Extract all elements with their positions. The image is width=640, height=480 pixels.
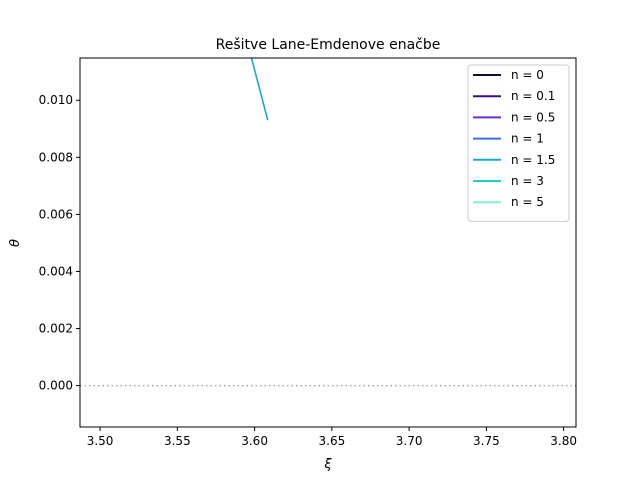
x-tick-label: 3.80 [550, 434, 577, 448]
y-tick-label: 0.002 [39, 322, 73, 336]
y-tick-label: 0.000 [39, 379, 73, 393]
legend: n = 0 n = 0.1 n = 0.5 n = 1 n = 1.5 n = 3 n = … [467, 64, 570, 222]
chart-title: Rešitve Lane-Emdenove enačbe [216, 37, 441, 53]
y-axis: 0.000 0.002 0.004 0.006 0.008 0.010 [39, 93, 80, 393]
x-tick-label: 3.65 [319, 434, 346, 448]
x-tick-label: 3.55 [164, 434, 191, 448]
y-tick-label: 0.008 [39, 150, 73, 164]
x-tick-label: 3.60 [241, 434, 268, 448]
plot-frame [79, 57, 577, 428]
x-tick-label: 3.50 [87, 434, 114, 448]
legend-entry-label: n = 0.5 [511, 110, 555, 124]
legend-entry-label: n = 1.5 [511, 153, 555, 167]
legend-box [467, 64, 570, 222]
x-tick-label: 3.70 [396, 434, 423, 448]
x-tick-label: 3.75 [473, 434, 500, 448]
legend-entry-label: n = 1 [511, 132, 544, 146]
plot-area [80, 58, 576, 387]
x-axis: 3.50 3.55 3.60 3.65 3.70 3.75 3.80 [87, 427, 577, 448]
y-tick-label: 0.010 [39, 93, 73, 107]
y-axis-label: θ [8, 239, 23, 247]
x-axis-label: ξ [323, 457, 332, 472]
y-tick-label: 0.004 [39, 264, 73, 278]
y-tick-label: 0.006 [39, 207, 73, 221]
series-line-4 [250, 58, 269, 121]
legend-entry-label: n = 0.1 [511, 89, 555, 103]
legend-entry-label: n = 3 [511, 174, 544, 188]
legend-entry-label: n = 0 [511, 68, 544, 82]
legend-entry-label: n = 5 [511, 195, 544, 209]
